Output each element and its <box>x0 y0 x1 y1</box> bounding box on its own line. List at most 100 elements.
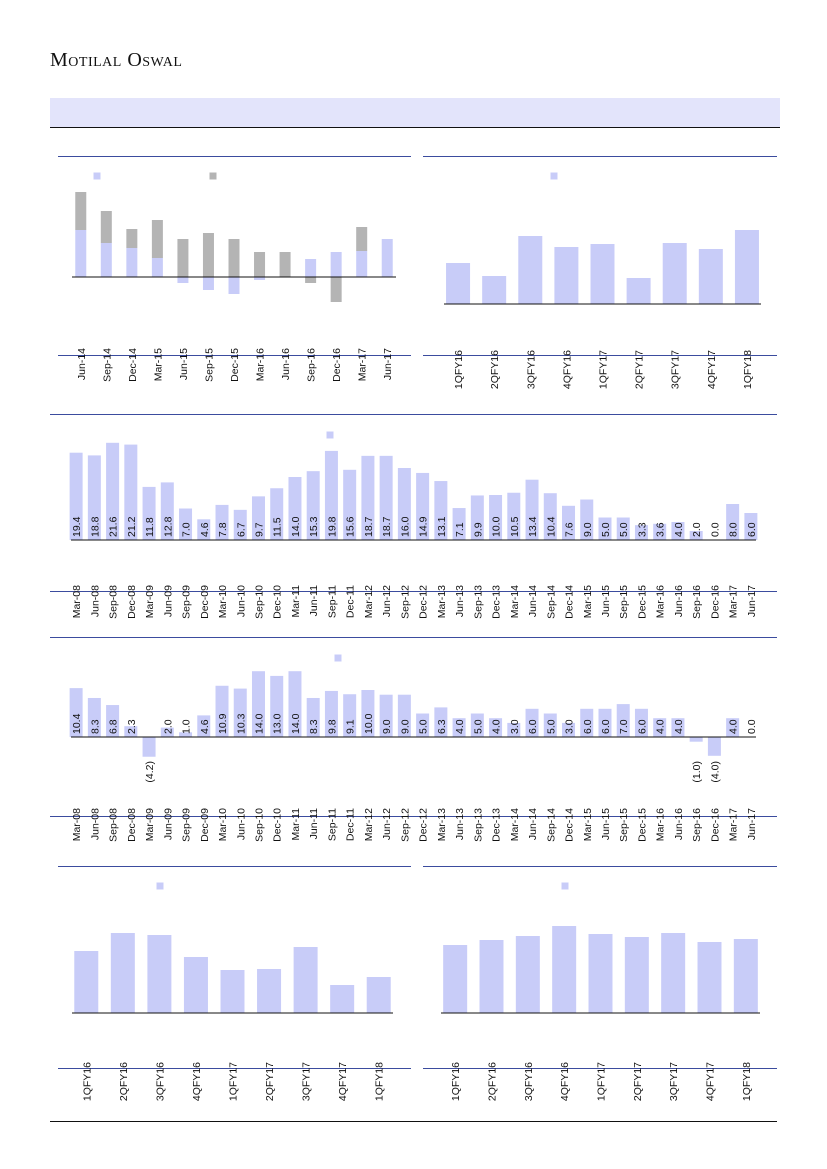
x-tick-label: Mar-14 <box>509 585 521 618</box>
bar <box>588 934 613 1013</box>
x-tick-label: Mar-11 <box>290 808 302 841</box>
bar <box>470 495 484 540</box>
bar <box>554 247 579 304</box>
data-label: 9.0 <box>399 719 411 734</box>
data-label: (4.2) <box>144 761 156 783</box>
x-tick-label: Jun-15 <box>178 348 190 380</box>
x-tick-label: Jun-13 <box>454 585 466 617</box>
bar <box>233 688 247 737</box>
legend-swatch <box>156 882 164 890</box>
x-tick-label: Sep-08 <box>108 808 120 842</box>
bar <box>634 525 648 540</box>
x-tick-label: Dec-12 <box>418 585 430 619</box>
x-tick-label: Mar-11 <box>290 585 302 618</box>
data-label: 7.0 <box>618 719 630 734</box>
x-tick-label: Dec-15 <box>636 808 648 842</box>
data-label: 14.0 <box>290 713 302 734</box>
bar <box>177 277 189 283</box>
bar <box>160 482 174 540</box>
x-tick-label: Mar-16 <box>655 808 667 841</box>
data-label: 21.6 <box>108 516 120 537</box>
bar <box>177 239 189 277</box>
x-tick-label: 3QFY16 <box>523 1062 535 1101</box>
x-tick-label: Sep-16 <box>306 348 318 382</box>
data-label: 18.7 <box>363 516 375 537</box>
x-tick-label: Jun-09 <box>162 808 174 840</box>
data-label: 4.0 <box>491 719 503 734</box>
x-tick-label: Jun-10 <box>235 585 247 617</box>
data-label: 6.0 <box>527 719 539 734</box>
legend-swatch <box>93 172 101 180</box>
data-label: 5.0 <box>545 719 557 734</box>
x-tick-label: Sep-11 <box>326 808 338 841</box>
bar <box>279 252 291 277</box>
bar <box>482 276 507 304</box>
x-tick-label: Mar-08 <box>71 585 83 618</box>
x-tick-label: Sep-14 <box>545 585 557 619</box>
data-label: 8.3 <box>308 719 320 734</box>
bar <box>616 517 630 540</box>
x-tick-label: Dec-14 <box>127 348 139 382</box>
x-tick-label: Jun-09 <box>162 585 174 617</box>
data-label: 3.0 <box>564 719 576 734</box>
data-label: 7.8 <box>217 522 229 537</box>
bar <box>254 277 266 280</box>
bar <box>324 690 338 737</box>
x-tick-label: Jun-14 <box>527 808 539 840</box>
data-label: 6.8 <box>108 719 120 734</box>
legend-swatch <box>209 172 217 180</box>
bar <box>220 970 245 1013</box>
bar <box>270 488 284 540</box>
bar <box>379 455 393 540</box>
x-tick-label: Jun-14 <box>76 348 88 380</box>
bar <box>361 690 375 737</box>
x-tick-label: Sep-12 <box>399 585 411 619</box>
bar <box>330 277 342 302</box>
x-tick-label: Sep-13 <box>472 585 484 619</box>
data-label: 12.8 <box>162 516 174 537</box>
x-tick-label: 4QFY16 <box>561 350 573 389</box>
bar <box>707 737 721 756</box>
x-tick-label: Sep-16 <box>691 585 703 619</box>
bar <box>356 251 368 277</box>
bar <box>653 718 667 737</box>
x-tick-label: Jun-16 <box>673 808 685 840</box>
bar <box>489 718 503 737</box>
x-tick-label: Jun-12 <box>381 808 393 840</box>
bar <box>215 504 229 540</box>
x-tick-label: Mar-13 <box>436 585 448 618</box>
x-tick-label: Dec-16 <box>709 808 721 842</box>
bar <box>142 737 156 757</box>
data-label: 10.4 <box>545 516 557 537</box>
bar <box>124 726 138 737</box>
bar <box>381 239 393 277</box>
x-tick-label: Sep-15 <box>203 348 215 382</box>
x-tick-label: Jun-17 <box>746 808 758 840</box>
x-tick-label: 1QFY17 <box>228 1062 240 1101</box>
data-label: 3.6 <box>655 522 667 537</box>
data-label: 10.9 <box>217 713 229 734</box>
bar <box>293 947 318 1013</box>
data-label: 11.8 <box>144 517 156 537</box>
bar <box>183 957 208 1013</box>
bar <box>270 675 284 737</box>
bar <box>110 933 135 1013</box>
bar <box>179 508 193 540</box>
x-tick-label: Dec-08 <box>126 808 138 842</box>
x-tick-label: Mar-16 <box>255 348 267 381</box>
data-label: (4.0) <box>709 761 721 783</box>
x-tick-label: Dec-09 <box>199 585 211 619</box>
bar <box>661 933 686 1013</box>
data-label: 9.0 <box>381 719 393 734</box>
data-label: 13.0 <box>272 713 284 734</box>
data-label: 13.4 <box>527 516 539 537</box>
x-tick-label: Sep-15 <box>618 585 630 619</box>
bar <box>489 495 503 540</box>
bar <box>689 737 703 742</box>
data-label: 14.0 <box>253 713 265 734</box>
x-tick-label: 1QFY16 <box>81 1062 93 1101</box>
x-tick-label: Mar-12 <box>363 808 375 841</box>
x-tick-label: 2QFY17 <box>634 350 646 389</box>
data-label: 9.0 <box>582 522 594 537</box>
bar <box>228 239 240 277</box>
